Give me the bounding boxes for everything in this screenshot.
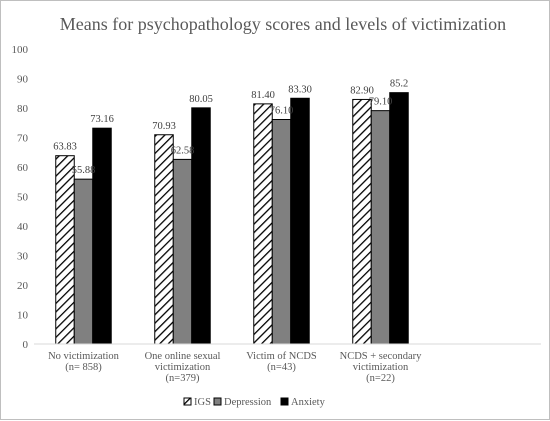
y-tick-label: 50 [17, 192, 29, 204]
data-label: 80.05 [189, 94, 213, 105]
y-tick-label: 20 [17, 280, 29, 292]
bar-anxiety [92, 127, 112, 345]
legend-label-igs: IGS [194, 397, 211, 408]
y-tick-label: 10 [17, 310, 29, 322]
bar-igs [55, 155, 75, 345]
x-category-label: NCDS + secondary victimization (n=22) [340, 351, 422, 384]
y-tick-label: 30 [17, 251, 29, 263]
data-label: 76.10 [270, 106, 294, 117]
data-label: 55.88 [72, 165, 96, 176]
bar-depression [73, 178, 94, 345]
y-tick-label: 90 [17, 74, 29, 86]
bar-igs [352, 98, 372, 345]
data-label: 79.10 [369, 97, 393, 108]
bar-depression [370, 110, 391, 345]
bar-igs [253, 103, 273, 345]
legend-label-anxiety: Anxiety [291, 397, 326, 408]
bar-anxiety [290, 97, 310, 345]
data-label: 81.40 [251, 90, 275, 101]
y-tick-label: 70 [17, 133, 29, 145]
legend-label-depression: Depression [224, 397, 272, 408]
data-label: 70.93 [152, 121, 176, 132]
y-axis: 0 10 20 30 40 50 60 70 80 90 100 [12, 44, 29, 351]
data-label: 83.30 [288, 84, 312, 95]
data-label: 85.2 [390, 79, 408, 90]
y-tick-label: 80 [17, 103, 29, 115]
legend-swatch-anxiety [280, 397, 289, 406]
y-tick-label: 100 [12, 44, 29, 56]
legend: IGS Depression Anxiety [183, 397, 326, 408]
bar-anxiety [389, 92, 409, 345]
bar-anxiety [191, 107, 211, 345]
x-category-label: Victim of NCDS (n=43) [246, 351, 317, 373]
x-axis: No victimization (n= 858) One online sexua… [34, 343, 541, 384]
bar-depression [271, 119, 292, 345]
data-label: 73.16 [90, 114, 114, 125]
data-label: 62.58 [171, 145, 195, 156]
legend-swatch-igs [183, 397, 192, 406]
y-tick-label: 0 [23, 339, 29, 351]
y-tick-label: 60 [17, 162, 29, 174]
bars [55, 92, 409, 345]
data-labels: 63.83 55.88 73.16 70.93 62.58 80.05 81.40 76.10… [53, 79, 408, 176]
x-category-label: One online sexual victimization (n=379) [145, 351, 221, 384]
data-label: 82.90 [350, 85, 374, 96]
data-label: 63.83 [53, 142, 77, 153]
bar-igs [154, 134, 174, 345]
legend-swatch-depression [213, 397, 222, 406]
bar-depression [172, 158, 193, 345]
x-category-label: No victimization (n= 858) [48, 351, 120, 373]
chart-title: Means for psychopathology scores and lev… [60, 14, 506, 34]
y-tick-label: 40 [17, 221, 29, 233]
